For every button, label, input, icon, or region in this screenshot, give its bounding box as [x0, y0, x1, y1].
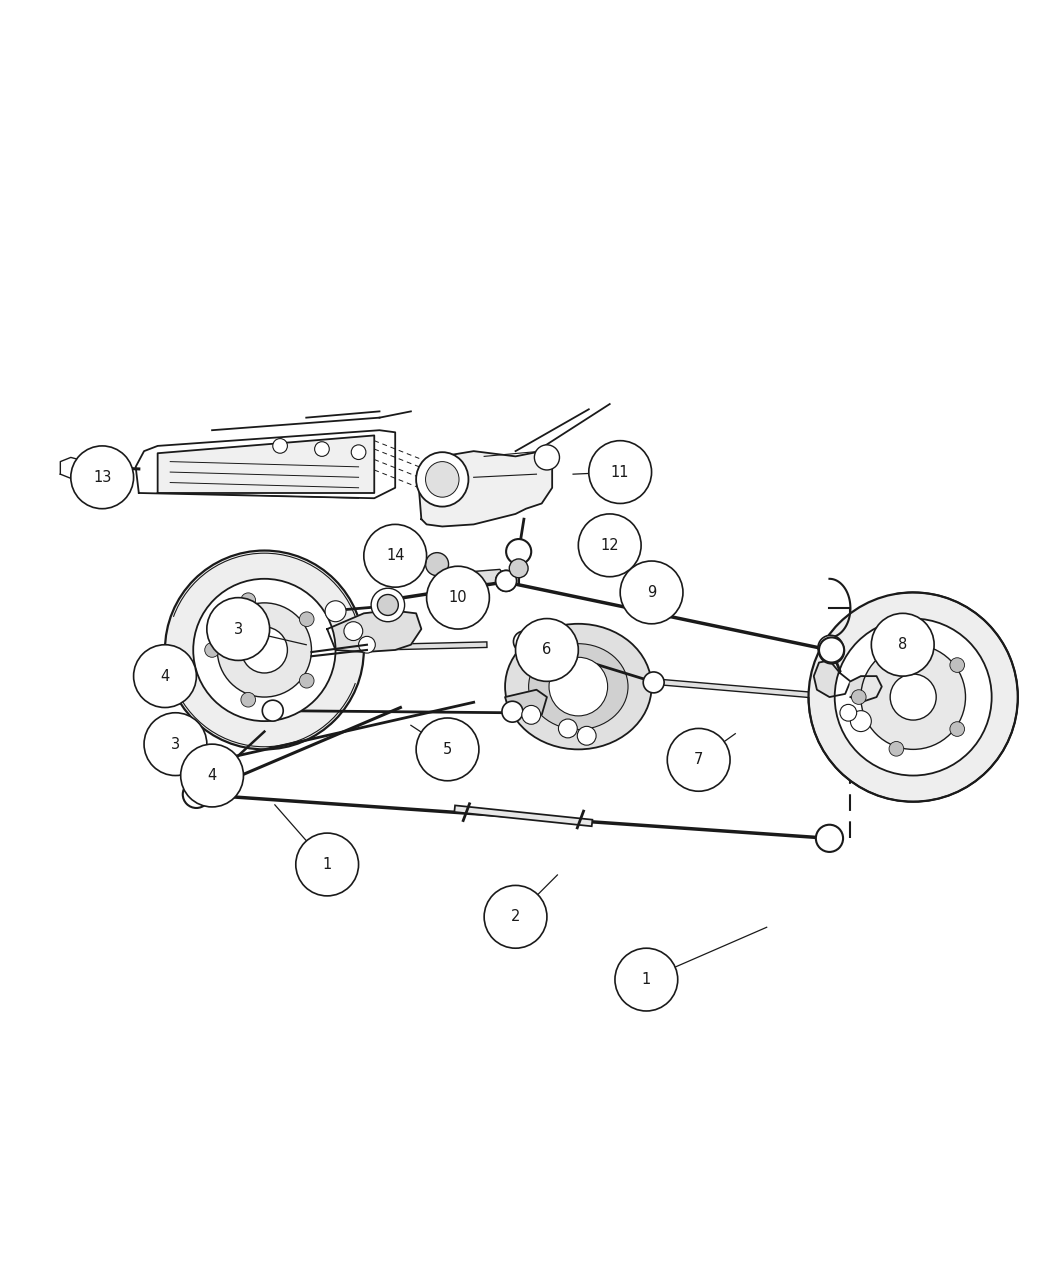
- Text: 5: 5: [443, 742, 452, 757]
- Text: 11: 11: [611, 464, 629, 480]
- Circle shape: [344, 622, 363, 641]
- Circle shape: [851, 689, 866, 705]
- Text: 14: 14: [386, 549, 404, 563]
- Text: 1: 1: [323, 857, 331, 872]
- Circle shape: [502, 701, 523, 723]
- Text: 1: 1: [642, 972, 651, 987]
- Ellipse shape: [417, 453, 468, 506]
- Circle shape: [183, 780, 210, 808]
- Circle shape: [889, 742, 904, 756]
- Text: 3: 3: [170, 737, 180, 752]
- Circle shape: [667, 729, 730, 792]
- Circle shape: [559, 719, 578, 738]
- Text: 8: 8: [898, 637, 907, 652]
- Polygon shape: [60, 458, 86, 478]
- Circle shape: [241, 692, 256, 707]
- Circle shape: [417, 718, 479, 780]
- Circle shape: [182, 752, 207, 778]
- Circle shape: [820, 638, 844, 664]
- Circle shape: [889, 638, 904, 652]
- Circle shape: [890, 674, 936, 720]
- Circle shape: [262, 700, 283, 721]
- Circle shape: [589, 441, 651, 504]
- Circle shape: [513, 631, 534, 652]
- Circle shape: [378, 591, 399, 611]
- Circle shape: [378, 595, 399, 615]
- Text: 12: 12: [601, 538, 619, 553]
- Circle shape: [296, 833, 359, 895]
- Circle shape: [621, 561, 683, 624]
- Polygon shape: [327, 610, 422, 652]
- Text: 13: 13: [93, 469, 112, 485]
- Circle shape: [809, 592, 1018, 802]
- Text: 2: 2: [511, 909, 521, 925]
- Circle shape: [364, 524, 427, 587]
- Circle shape: [549, 657, 608, 716]
- Text: 9: 9: [647, 585, 656, 600]
- Circle shape: [205, 642, 220, 657]
- Circle shape: [515, 619, 579, 682]
- Circle shape: [834, 619, 992, 775]
- Polygon shape: [850, 677, 882, 702]
- Circle shape: [534, 445, 560, 469]
- Text: 4: 4: [207, 767, 217, 783]
- Circle shape: [218, 602, 311, 697]
- Circle shape: [207, 597, 269, 660]
- Circle shape: [241, 627, 287, 673]
- Circle shape: [165, 550, 364, 749]
- Circle shape: [816, 825, 843, 852]
- Circle shape: [241, 593, 256, 608]
- Ellipse shape: [505, 624, 651, 749]
- Circle shape: [839, 705, 856, 721]
- Polygon shape: [505, 689, 547, 715]
- Circle shape: [950, 721, 965, 737]
- Circle shape: [134, 645, 197, 707]
- Circle shape: [495, 570, 517, 591]
- Circle shape: [181, 744, 243, 807]
- Circle shape: [70, 446, 134, 509]
- Circle shape: [144, 712, 207, 775]
- Circle shape: [643, 671, 664, 693]
- Circle shape: [426, 553, 448, 576]
- Circle shape: [272, 439, 287, 453]
- Circle shape: [818, 636, 843, 660]
- Circle shape: [950, 657, 965, 673]
- Polygon shape: [420, 451, 552, 527]
- Ellipse shape: [426, 462, 459, 498]
- Circle shape: [371, 588, 405, 622]
- Circle shape: [484, 885, 547, 948]
- Circle shape: [850, 711, 871, 732]
- Circle shape: [615, 948, 677, 1010]
- Text: 7: 7: [694, 752, 704, 767]
- Circle shape: [300, 611, 315, 627]
- Circle shape: [427, 567, 489, 629]
- Circle shape: [359, 637, 376, 654]
- Circle shape: [194, 579, 336, 721]
- Circle shape: [522, 706, 541, 724]
- Circle shape: [820, 637, 844, 663]
- Text: 6: 6: [542, 642, 551, 657]
- Polygon shape: [814, 660, 850, 697]
- Circle shape: [861, 645, 966, 749]
- Circle shape: [300, 674, 315, 688]
- Circle shape: [579, 514, 641, 577]
- Circle shape: [495, 570, 517, 591]
- Text: 3: 3: [234, 622, 243, 637]
- Ellipse shape: [528, 643, 628, 729]
- Circle shape: [506, 538, 531, 564]
- Polygon shape: [473, 569, 505, 585]
- Circle shape: [325, 601, 346, 622]
- Text: 4: 4: [160, 669, 169, 684]
- Polygon shape: [158, 435, 375, 492]
- Text: 10: 10: [448, 590, 467, 605]
- Circle shape: [315, 441, 329, 457]
- Circle shape: [351, 445, 366, 459]
- Circle shape: [509, 559, 528, 578]
- Circle shape: [578, 726, 596, 746]
- Circle shape: [871, 614, 934, 677]
